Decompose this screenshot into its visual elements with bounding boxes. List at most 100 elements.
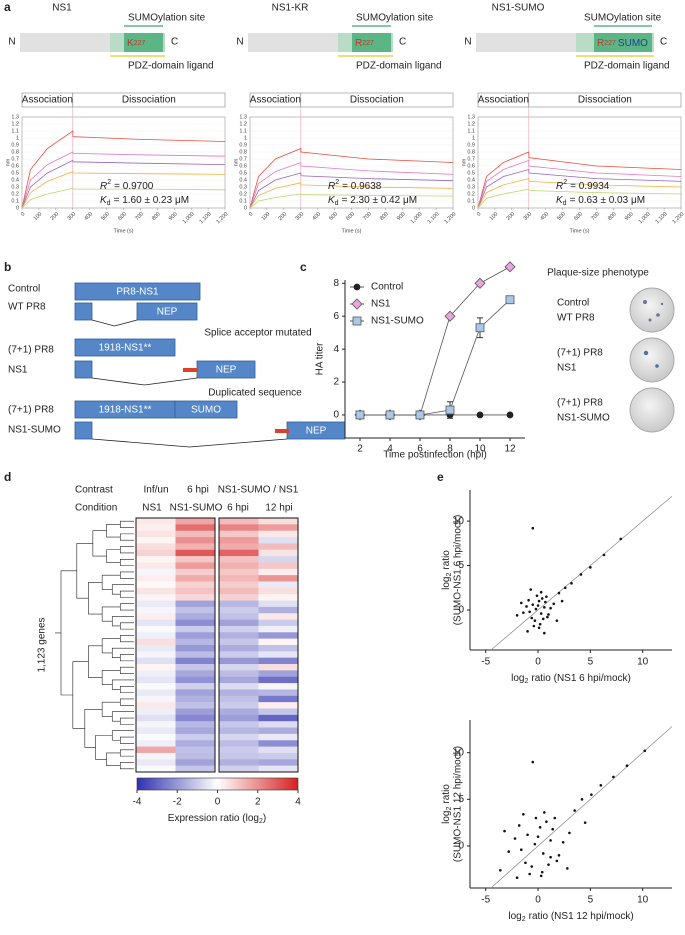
intron-line	[91, 438, 288, 448]
heatmap-cell	[258, 664, 299, 671]
heatmap-cell	[219, 581, 259, 589]
y-axis-label-part: log	[441, 811, 452, 824]
intron-line	[91, 377, 198, 386]
condition-label: NS1	[142, 503, 162, 514]
point	[415, 410, 425, 420]
x-tick-label: 200	[506, 211, 517, 222]
y-tick-label: 1.1	[239, 128, 247, 134]
r-squared-part: 2	[335, 179, 339, 186]
x-tick-label: 1,200	[671, 211, 685, 225]
x-tick-label: 1,100	[199, 211, 213, 225]
y-tick-label: 0.6	[467, 163, 475, 169]
y-tick-label: 5	[458, 560, 464, 571]
identity-line	[490, 495, 673, 651]
y-axis-label: (SUMO-NS1 6 hpi/mock)	[453, 515, 464, 626]
heatmap-cell	[175, 543, 216, 551]
x-tick-label: 12	[504, 444, 516, 455]
heatmap-cell	[175, 575, 216, 582]
point	[541, 852, 545, 855]
point	[561, 840, 565, 844]
heatmap-cell	[258, 702, 299, 709]
y-tick-label: 0	[16, 205, 19, 211]
point	[553, 816, 557, 820]
point	[531, 526, 535, 530]
heatmap-cell	[175, 676, 216, 684]
binding-curve	[477, 188, 682, 209]
point	[522, 611, 525, 614]
x-tick-label: 1,100	[427, 211, 441, 225]
heatmap-cell	[258, 524, 299, 531]
protein-body	[20, 33, 110, 52]
y-tick-label: 0.3	[11, 184, 19, 190]
row-header: Contrast	[75, 485, 113, 496]
y-tick-label: 0.2	[239, 191, 247, 197]
heatmap-cell	[219, 676, 259, 684]
x-tick-label: 900	[396, 211, 407, 222]
site-region	[352, 33, 391, 52]
heatmap-cell	[258, 543, 299, 551]
heatmap-cell	[258, 537, 299, 544]
contrast-label: NS1-SUMO / NS1	[218, 485, 299, 496]
point	[526, 833, 529, 837]
heatmap-cell	[258, 727, 299, 735]
heatmap-cell	[219, 568, 259, 576]
kd-value-part: = 0.63 ± 0.03 μM	[570, 195, 645, 206]
heatmap-cell	[136, 651, 176, 658]
n-terminus: N	[8, 37, 15, 48]
gene-label: NEP	[216, 365, 237, 376]
heatmap-cell	[136, 575, 176, 582]
colorbar-tick-label: 2	[255, 797, 261, 808]
x-tick-label: 8	[447, 444, 453, 455]
heatmap-cell	[175, 530, 216, 538]
legend-label: NS1-SUMO	[371, 316, 424, 327]
x-tick-label: 700	[134, 211, 145, 222]
heatmap-cell	[175, 740, 216, 747]
heatmap-cell	[219, 549, 259, 557]
point	[506, 411, 514, 419]
y-tick-label: 0.1	[239, 198, 247, 204]
y-tick-label: 0.9	[239, 142, 247, 148]
binding-curve	[477, 178, 682, 209]
y-tick-label: 0.4	[467, 177, 475, 183]
r-squared-part: = 0.9700	[114, 181, 154, 192]
exon-box	[74, 421, 93, 440]
x-tick-label: -5	[481, 657, 490, 668]
point	[583, 821, 587, 824]
x-tick-label: 300	[522, 211, 533, 222]
point	[530, 865, 534, 868]
heatmap-cell	[258, 594, 299, 601]
heatmap-cell	[175, 549, 216, 557]
heatmap-cell	[136, 568, 176, 576]
heatmap-cell	[258, 651, 299, 658]
heatmap-cell	[136, 740, 176, 747]
heatmap-cell	[175, 556, 216, 563]
point	[385, 410, 395, 420]
heatmap-cell	[219, 638, 259, 646]
point	[619, 537, 623, 541]
y-axis-label: nm	[233, 158, 239, 166]
x-axis-label-part: 2	[522, 916, 526, 923]
heatmap-cell	[219, 619, 259, 627]
legend-marker	[352, 316, 362, 326]
colorbar-tick-label: 0	[215, 797, 221, 808]
y-tick-label: 0	[244, 205, 247, 211]
heatmap-cell	[175, 651, 216, 658]
point	[517, 824, 521, 827]
x-tick-label: 0	[535, 657, 541, 668]
heatmap-cell	[175, 613, 216, 620]
heatmap-frame	[135, 517, 216, 773]
heatmap-cell	[219, 543, 259, 551]
site-label: SUMOylation site	[584, 13, 662, 24]
heatmap-cell	[258, 695, 299, 703]
binding-curve	[21, 151, 226, 209]
y-tick-label: 0.7	[11, 156, 19, 162]
y-tick-label: 0.1	[11, 198, 19, 204]
heatmap-cell	[175, 619, 216, 627]
heatmap-cell	[219, 689, 259, 697]
point	[557, 854, 561, 857]
point	[515, 614, 519, 617]
y-tick-label: 1.3	[239, 114, 247, 120]
point	[549, 855, 552, 859]
x-axis-label-part: log	[511, 673, 524, 684]
heatmap-cell	[175, 568, 216, 576]
